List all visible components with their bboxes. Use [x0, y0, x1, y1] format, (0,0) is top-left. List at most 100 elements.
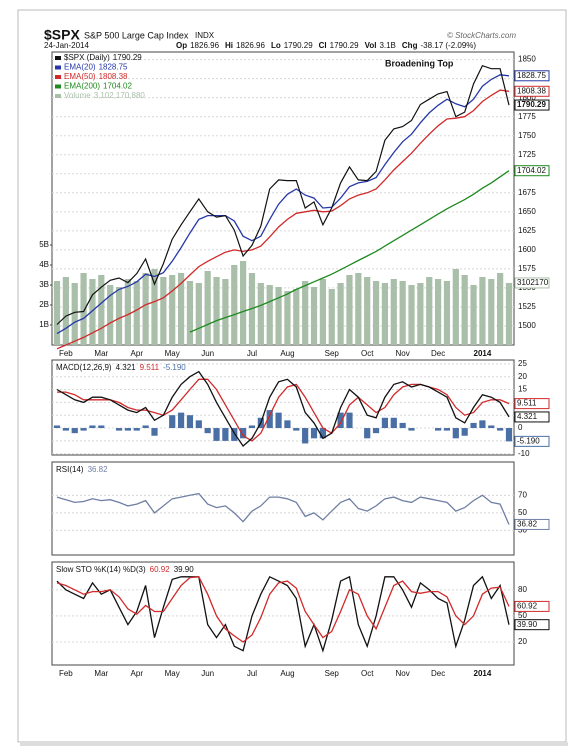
y-tick-label: 50 — [518, 508, 527, 517]
y2-tick-label: 3B — [39, 280, 49, 289]
bar — [98, 425, 105, 429]
x-tick-label: Feb — [59, 669, 73, 678]
quote: Op 1826.96 Hi 1826.96 Lo 1790.29 Cl 1790.29 Vol 3… — [176, 41, 476, 50]
legend: EMA(20) 1828.75 — [64, 63, 128, 72]
y-tick-label: 1800 — [518, 93, 536, 102]
bar — [470, 422, 477, 429]
bar — [479, 277, 486, 345]
bar — [408, 285, 415, 345]
bar — [417, 283, 424, 345]
bar — [186, 415, 194, 429]
y-tick-label: 70 — [518, 490, 527, 499]
y-tick-label: -10 — [518, 449, 530, 458]
index-name: S&P 500 Large Cap Index — [84, 30, 189, 40]
y-tick-label: 80 — [518, 585, 527, 594]
y-tick-label: 50 — [518, 611, 527, 620]
legend-swatch — [55, 56, 61, 60]
legend: RSI(14) 36.82 — [56, 465, 108, 474]
value-tag-box — [514, 411, 550, 423]
legend-title: RSI(14) — [56, 465, 84, 474]
bar — [408, 428, 415, 431]
bar — [372, 428, 380, 434]
bar — [266, 410, 273, 429]
bar — [488, 425, 495, 429]
y-tick-label: 1725 — [518, 150, 536, 159]
y2-tick-label: 4B — [39, 260, 49, 269]
bar — [115, 287, 123, 345]
value-tag: 9.511 — [517, 399, 537, 408]
bar — [195, 283, 202, 345]
bar — [275, 287, 282, 345]
series-line — [56, 370, 510, 447]
bar — [355, 273, 362, 345]
bar — [151, 428, 158, 436]
bar — [399, 422, 406, 429]
bar — [372, 281, 380, 345]
bar — [240, 428, 247, 439]
bar — [479, 420, 486, 429]
x-tick-label: Mar — [94, 349, 108, 358]
bar — [310, 287, 318, 345]
source: © StockCharts.com — [447, 31, 516, 40]
legend-title: MACD(12,26,9) — [56, 363, 112, 372]
bar — [434, 428, 442, 431]
quote-value: 1790.29 — [330, 41, 359, 50]
legend-name: EMA(50) — [64, 72, 96, 81]
value-tag-box — [514, 70, 550, 82]
x-tick-label: Jul — [247, 669, 257, 678]
legend-swatch — [55, 84, 61, 89]
bar — [390, 417, 397, 429]
legend-value: 9.511 — [140, 363, 160, 372]
x-tick-label: Dec — [431, 669, 445, 678]
bar — [151, 269, 158, 345]
y-tick-label: 1600 — [518, 245, 536, 254]
x-tick-label: Nov — [396, 669, 410, 678]
bar — [53, 425, 61, 429]
bar — [231, 428, 238, 441]
x-tick-label: Sep — [325, 669, 340, 678]
value-tag-box — [514, 398, 550, 410]
quote-value: 1826.96 — [190, 41, 219, 50]
legend-swatch — [55, 75, 61, 79]
x-tick-label: Aug — [280, 349, 294, 358]
legend-value: 39.90 — [174, 565, 195, 574]
y-tick-label: 30 — [518, 526, 527, 535]
y-tick-label: 1650 — [518, 207, 536, 216]
series-line — [189, 170, 510, 333]
y-tick-label: 1750 — [518, 131, 536, 140]
bar — [302, 281, 309, 345]
bar — [160, 277, 167, 345]
legend-value: 4.321 — [116, 363, 137, 372]
bar — [426, 277, 433, 345]
bar — [319, 428, 326, 439]
legend-name: EMA(20) — [64, 63, 96, 72]
bar — [71, 283, 78, 345]
value-tag: 1790.29 — [517, 100, 546, 109]
bar — [204, 271, 211, 345]
bar — [381, 283, 389, 345]
bar — [443, 281, 451, 345]
value-tag-box — [514, 99, 550, 111]
legend-value: 1790.29 — [113, 53, 142, 62]
legend-value: 60.92 — [150, 565, 171, 574]
bar — [142, 425, 149, 429]
bar — [133, 281, 140, 345]
y-tick-label: 1625 — [518, 226, 536, 235]
legend-value: 1808.38 — [99, 72, 128, 81]
quote-value: 1826.96 — [236, 41, 265, 50]
x-tick-label: Dec — [431, 349, 445, 358]
legend-value: 1704.02 — [103, 82, 132, 91]
bar — [452, 428, 459, 439]
x-tick-label: Oct — [361, 669, 374, 678]
bar — [231, 265, 238, 345]
series-line — [56, 64, 510, 325]
legend-title: Slow STO %K(14) %D(3) — [56, 565, 146, 574]
bar — [293, 428, 300, 431]
legend-value: -5.190 — [163, 363, 186, 372]
y-tick-label: 1575 — [518, 264, 536, 273]
bar — [346, 412, 353, 429]
bar — [461, 275, 468, 345]
bar — [284, 291, 291, 345]
bar — [62, 428, 69, 431]
